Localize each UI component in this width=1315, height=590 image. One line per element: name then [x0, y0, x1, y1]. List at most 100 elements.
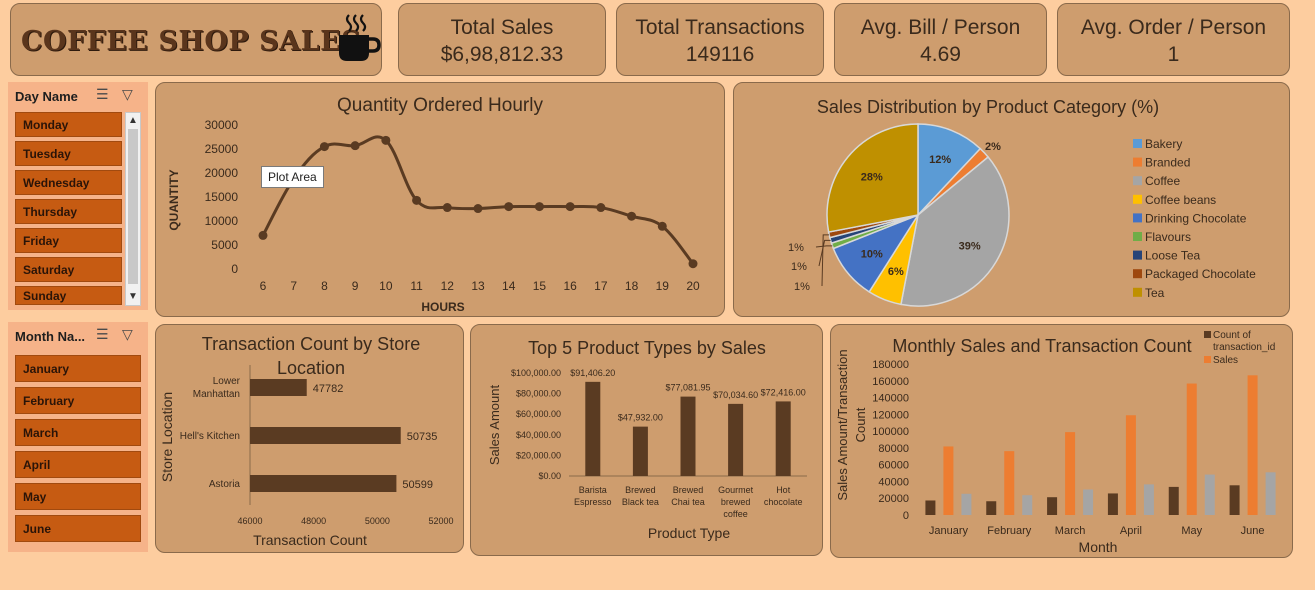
x-axis-label: Transaction Count — [253, 532, 367, 548]
kpi-value: $6,98,812.33 — [440, 43, 564, 66]
y-tick-label: 80000 — [878, 443, 909, 455]
data-point — [258, 230, 268, 240]
y-tick-label: 0 — [903, 510, 909, 522]
slicer-scrollbar[interactable]: ▲ ▼ — [125, 112, 141, 306]
x-axis-label: HOURS — [421, 300, 464, 314]
category-pie-chart[interactable]: 12% 2% 39% 6% 10% 1% 1% 1% 28% Bakery Branded Coffe… — [734, 83, 1291, 318]
slicer-item-wednesday[interactable]: Wednesday — [15, 170, 122, 195]
slicer-item-february[interactable]: February — [15, 387, 141, 414]
x-tick-label: 12 — [441, 279, 455, 293]
slicer-item-april[interactable]: April — [15, 451, 141, 478]
x-tick-label: 52000 — [428, 516, 453, 526]
slicer-item-may[interactable]: May — [15, 483, 141, 510]
data-label: $70,034.60 — [713, 390, 758, 400]
x-tick-label: 17 — [594, 279, 608, 293]
x-tick-label: March — [1055, 525, 1086, 537]
x-tick-label: 6 — [260, 279, 267, 293]
bar — [1204, 474, 1215, 515]
slicer-title: Month Na... — [15, 329, 86, 344]
x-tick-label: 16 — [563, 279, 577, 293]
multi-select-icon[interactable]: ☰ — [96, 326, 109, 342]
x-tick-label: 19 — [656, 279, 670, 293]
scroll-down-icon[interactable]: ▼ — [128, 291, 138, 302]
data-label: 39% — [959, 241, 981, 253]
bar — [1107, 493, 1118, 515]
hourly-line-chart[interactable]: 0 5000 10000 15000 20000 25000 30000 6 7 8 9 10 11 12… — [156, 83, 726, 318]
bar — [1022, 495, 1033, 515]
store-bar-chart[interactable]: 47782 Lower Manhattan 50735 Hell's Kitchen 50… — [156, 325, 465, 554]
x-tick-label: 13 — [471, 279, 485, 293]
legend-label: Coffee — [1145, 174, 1180, 188]
series-line — [261, 135, 695, 265]
legend-swatch — [1133, 250, 1142, 260]
slicer-item-sunday[interactable]: Sunday — [15, 286, 122, 305]
leader-line — [821, 234, 830, 287]
y-tick-label: $0.00 — [538, 471, 561, 481]
y-axis-label: Count — [853, 407, 868, 442]
y-tick-label: Manhattan — [193, 389, 240, 400]
legend-label: Flavours — [1145, 230, 1191, 244]
bar — [250, 475, 397, 492]
bar — [250, 379, 307, 396]
y-tick-label: $40,000.00 — [516, 430, 561, 440]
data-label: 1% — [788, 242, 804, 254]
data-label: 50735 — [407, 431, 438, 443]
hourly-chart-card[interactable]: Quantity Ordered Hourly 0 5000 10000 15000 2… — [155, 82, 725, 317]
slicer-item-june[interactable]: June — [15, 515, 141, 542]
kpi-title: Total Sales — [450, 16, 554, 39]
scroll-up-icon[interactable]: ▲ — [128, 115, 138, 126]
x-tick-label: 50000 — [365, 516, 390, 526]
multi-select-icon[interactable]: ☰ — [96, 86, 109, 102]
y-tick-label: $20,000.00 — [516, 450, 561, 460]
slicer-item-tuesday[interactable]: Tuesday — [15, 141, 122, 166]
y-axis-label: Store Location — [159, 392, 175, 482]
x-axis-label: Product Type — [648, 525, 730, 541]
chart-title: Quantity Ordered Hourly — [337, 95, 543, 116]
x-tick-label: Chai tea — [671, 497, 705, 507]
y-tick-label: Lower — [213, 376, 241, 387]
x-tick-label: Hot — [776, 485, 791, 495]
store-chart-card[interactable]: Transaction Count by Store Location 4778… — [155, 324, 464, 553]
x-tick-label: 15 — [533, 279, 547, 293]
y-tick-label: 10000 — [205, 214, 239, 228]
monthly-chart-card[interactable]: Monthly Sales and Transaction Count 0 200… — [830, 324, 1293, 558]
data-point — [412, 195, 422, 205]
scrollbar-thumb[interactable] — [128, 129, 138, 284]
clear-filter-icon[interactable]: ▽ — [122, 86, 133, 102]
bar — [585, 381, 601, 476]
clear-filter-icon[interactable]: ▽ — [122, 326, 133, 342]
slicer-item-march[interactable]: March — [15, 419, 141, 446]
bar — [1229, 485, 1240, 515]
slicer-item-january[interactable]: January — [15, 355, 141, 382]
x-tick-label: coffee — [723, 509, 747, 519]
pie-slice — [900, 155, 1010, 307]
slicer-item-monday[interactable]: Monday — [15, 112, 122, 137]
slicer-item-saturday[interactable]: Saturday — [15, 257, 122, 282]
slicer-title: Day Name — [15, 89, 78, 104]
y-tick-label: 20000 — [878, 493, 909, 505]
pie-slice — [917, 123, 982, 217]
y-tick-label: $100,000.00 — [511, 368, 561, 378]
month-name-slicer: Month Na... ☰ ▽ January February March A… — [8, 322, 148, 552]
leader-line — [815, 245, 833, 248]
x-axis-label: Month — [1079, 539, 1118, 555]
y-tick-label: 0 — [231, 262, 238, 276]
slicer-item-thursday[interactable]: Thursday — [15, 199, 122, 224]
legend-swatch — [1133, 157, 1142, 167]
dashboard-title: COFFEE SHOP SALES — [21, 26, 362, 57]
slicer-item-friday[interactable]: Friday — [15, 228, 122, 253]
x-tick-label: 14 — [502, 279, 516, 293]
top5-chart-card[interactable]: Top 5 Product Types by Sales $0.00 $20,00… — [470, 324, 823, 556]
category-pie-card[interactable]: Sales Distribution by Product Category (… — [733, 82, 1290, 317]
data-label: 6% — [888, 266, 904, 278]
monthly-bar-chart[interactable]: 0 20000 40000 60000 80000 100000 120000 140000 1… — [831, 325, 1294, 559]
x-tick-label: 18 — [625, 279, 639, 293]
y-axis-label: Sales Amount/Transaction — [835, 349, 850, 500]
legend-label: Coffee beans — [1145, 193, 1216, 207]
top5-bar-chart[interactable]: $0.00 $20,000.00 $40,000.00 $60,000.00 $80,0… — [471, 325, 824, 557]
data-label: 50599 — [402, 479, 433, 491]
y-axis-label: QUANTITY — [167, 169, 181, 230]
y-tick-label: $60,000.00 — [516, 409, 561, 419]
legend-label: Bakery — [1145, 137, 1182, 151]
legend-label: Packaged Chocolate — [1145, 267, 1256, 281]
